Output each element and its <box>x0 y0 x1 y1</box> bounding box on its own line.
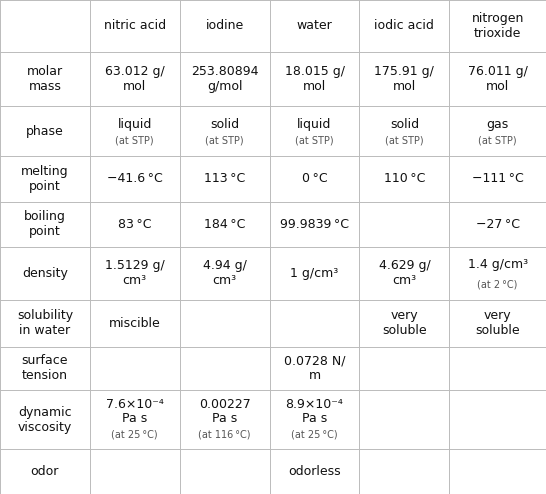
Text: dynamic
viscosity: dynamic viscosity <box>18 406 72 434</box>
Text: melting
point: melting point <box>21 165 69 193</box>
Text: 110 °C: 110 °C <box>384 172 425 185</box>
Text: 1.5129 g/
cm³: 1.5129 g/ cm³ <box>105 259 165 288</box>
Text: −111 °C: −111 °C <box>472 172 524 185</box>
Text: 7.6×10⁻⁴: 7.6×10⁻⁴ <box>106 398 164 411</box>
Text: nitrogen
trioxide: nitrogen trioxide <box>471 12 524 40</box>
Text: 253.80894
g/mol: 253.80894 g/mol <box>191 65 258 93</box>
Text: odorless: odorless <box>288 465 341 478</box>
Text: 0.0728 N/
m: 0.0728 N/ m <box>284 355 345 382</box>
Text: (at 116 °C): (at 116 °C) <box>198 429 251 440</box>
Text: solid: solid <box>210 118 239 130</box>
Text: (at 25 °C): (at 25 °C) <box>111 429 158 440</box>
Text: −41.6 °C: −41.6 °C <box>107 172 163 185</box>
Text: Pa s: Pa s <box>212 412 238 425</box>
Text: 76.011 g/
mol: 76.011 g/ mol <box>468 65 527 93</box>
Text: 8.9×10⁻⁴: 8.9×10⁻⁴ <box>286 398 343 411</box>
Text: 1 g/cm³: 1 g/cm³ <box>290 267 339 280</box>
Text: molar
mass: molar mass <box>27 65 63 93</box>
Text: (at STP): (at STP) <box>205 136 244 146</box>
Text: −27 °C: −27 °C <box>476 218 520 231</box>
Text: 0.00227: 0.00227 <box>199 398 251 411</box>
Text: 1.4 g/cm³: 1.4 g/cm³ <box>467 258 528 271</box>
Text: liquid: liquid <box>117 118 152 130</box>
Text: miscible: miscible <box>109 317 161 330</box>
Text: surface
tension: surface tension <box>22 355 68 382</box>
Text: solubility
in water: solubility in water <box>17 309 73 337</box>
Text: water: water <box>296 19 333 33</box>
Text: density: density <box>22 267 68 280</box>
Text: 0 °C: 0 °C <box>302 172 328 185</box>
Text: gas: gas <box>486 118 509 130</box>
Text: (at 2 °C): (at 2 °C) <box>477 279 518 289</box>
Text: liquid: liquid <box>298 118 332 130</box>
Text: 4.629 g/
cm³: 4.629 g/ cm³ <box>378 259 430 288</box>
Text: (at 25 °C): (at 25 °C) <box>291 429 338 440</box>
Text: solid: solid <box>390 118 419 130</box>
Text: (at STP): (at STP) <box>478 136 517 146</box>
Text: (at STP): (at STP) <box>385 136 424 146</box>
Text: very
soluble: very soluble <box>476 309 520 337</box>
Text: 99.9839 °C: 99.9839 °C <box>280 218 349 231</box>
Text: Pa s: Pa s <box>122 412 147 425</box>
Text: 184 °C: 184 °C <box>204 218 245 231</box>
Text: 63.012 g/
mol: 63.012 g/ mol <box>105 65 165 93</box>
Text: 18.015 g/
mol: 18.015 g/ mol <box>284 65 345 93</box>
Text: (at STP): (at STP) <box>116 136 154 146</box>
Text: phase: phase <box>26 124 64 137</box>
Text: 175.91 g/
mol: 175.91 g/ mol <box>375 65 434 93</box>
Text: (at STP): (at STP) <box>295 136 334 146</box>
Text: 4.94 g/
cm³: 4.94 g/ cm³ <box>203 259 247 288</box>
Text: Pa s: Pa s <box>302 412 327 425</box>
Text: nitric acid: nitric acid <box>104 19 166 33</box>
Text: 83 °C: 83 °C <box>118 218 152 231</box>
Text: iodic acid: iodic acid <box>375 19 434 33</box>
Text: iodine: iodine <box>205 19 244 33</box>
Text: boiling
point: boiling point <box>24 210 66 238</box>
Text: odor: odor <box>31 465 59 478</box>
Text: 113 °C: 113 °C <box>204 172 245 185</box>
Text: very
soluble: very soluble <box>382 309 426 337</box>
